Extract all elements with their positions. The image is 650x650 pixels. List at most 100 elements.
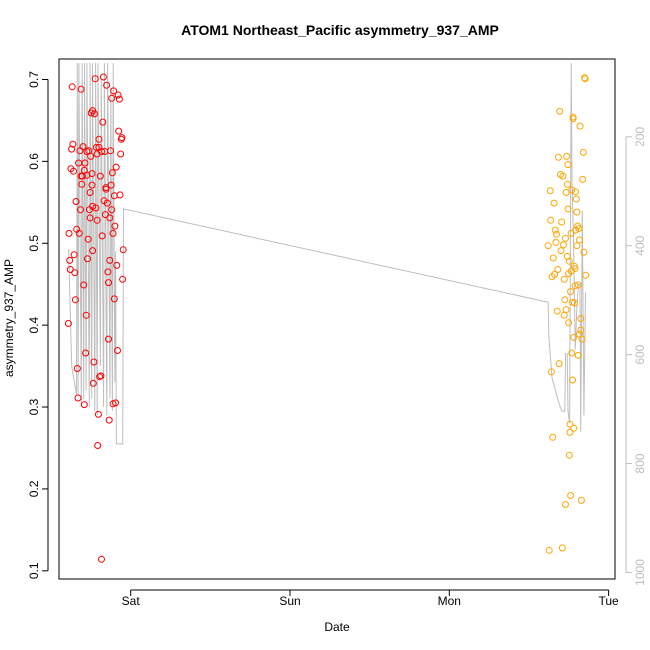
orange-data-point — [560, 241, 567, 249]
x-tick-label: Sun — [279, 594, 300, 608]
orange-data-point — [565, 257, 573, 265]
red-data-point — [70, 251, 78, 259]
red-data-point — [96, 172, 104, 180]
y-tick-label: 0.2 — [27, 480, 41, 497]
red-data-point — [110, 87, 118, 95]
orange-data-point — [562, 189, 570, 196]
orange-data-point — [566, 420, 574, 428]
orange-data-point — [570, 424, 578, 432]
red-data-point — [86, 214, 94, 222]
orange-data-point — [553, 230, 560, 238]
red-data-point — [80, 166, 88, 174]
orange-data-point — [562, 306, 570, 314]
orange-data-point — [567, 229, 575, 237]
red-data-point — [119, 275, 127, 283]
red-data-point — [82, 311, 90, 319]
red-data-point — [115, 127, 123, 135]
orange-data-point — [576, 122, 584, 130]
red-data-point — [117, 150, 125, 158]
red-data-point — [82, 349, 90, 357]
red-data-point — [86, 189, 94, 196]
red-data-point — [111, 222, 119, 230]
red-data-point — [71, 269, 79, 277]
orange-data-point — [565, 270, 573, 278]
red-data-point — [77, 172, 85, 180]
red-data-point — [112, 163, 120, 171]
orange-data-point — [570, 299, 578, 307]
red-data-point — [98, 555, 105, 563]
orange-data-point — [571, 282, 579, 290]
orange-data-point — [550, 199, 558, 207]
red-data-point — [108, 94, 116, 102]
orange-data-point — [566, 428, 574, 436]
red-data-point — [114, 347, 121, 354]
red-data-point — [78, 180, 86, 188]
red-data-point — [81, 159, 89, 167]
y-tick-label: 0.1 — [27, 562, 41, 579]
red-data-point — [101, 211, 109, 219]
red-data-point — [80, 401, 88, 409]
red-data-point — [68, 83, 76, 91]
orange-data-point — [569, 113, 577, 121]
red-data-point — [65, 229, 73, 237]
red-data-point — [83, 148, 91, 155]
orange-data-point — [577, 496, 585, 504]
orange-data-point — [576, 236, 583, 244]
red-data-point — [107, 147, 114, 155]
red-data-point — [69, 140, 77, 148]
red-data-point — [88, 170, 96, 178]
orange-data-point — [544, 242, 552, 250]
plot-area-box — [58, 58, 616, 580]
red-data-point — [89, 202, 97, 210]
orange-data-point — [565, 319, 573, 327]
red-data-point — [92, 143, 100, 151]
red-data-point — [73, 365, 81, 372]
y-tick-label: 0.6 — [27, 153, 41, 170]
orange-data-point — [577, 315, 585, 323]
red-data-point — [89, 247, 97, 255]
y-tick-label: 0.4 — [27, 316, 41, 333]
orange-data-point — [581, 75, 589, 83]
y2-tick-label: 1000 — [633, 559, 647, 586]
red-data-point — [71, 296, 79, 304]
orange-data-point — [567, 288, 575, 296]
orange-data-point — [570, 262, 578, 270]
red-data-point — [68, 145, 76, 153]
red-data-point — [108, 206, 116, 214]
orange-data-point — [554, 153, 562, 161]
orange-data-point — [563, 180, 571, 188]
red-data-point — [66, 266, 74, 273]
orange-data-point — [560, 311, 568, 319]
x-axis-label: Date — [324, 620, 350, 634]
red-data-point — [77, 85, 85, 93]
x-tick-label: Mon — [438, 594, 461, 608]
red-data-point — [94, 410, 102, 418]
orange-data-point — [552, 238, 560, 246]
red-data-point — [94, 442, 102, 449]
red-data-point — [103, 81, 111, 89]
red-data-point — [104, 268, 112, 276]
orange-data-point — [570, 333, 578, 341]
red-data-point — [70, 167, 77, 175]
x-tick-label: Sat — [122, 594, 141, 608]
orange-data-point — [582, 271, 590, 279]
series-line — [68, 63, 586, 445]
orange-data-point — [553, 307, 561, 315]
red-data-point — [114, 91, 122, 99]
orange-data-point — [555, 360, 563, 368]
red-data-point — [91, 75, 99, 83]
red-data-point — [106, 214, 114, 222]
y2-tick-label: 200 — [633, 127, 647, 147]
orange-data-point — [579, 148, 587, 156]
x-axis: Sat Sun Mon Tue — [122, 589, 619, 608]
orange-data-point — [562, 501, 569, 508]
orange-data-point — [574, 351, 582, 359]
red-data-point — [88, 181, 96, 189]
red-data-point — [109, 229, 117, 237]
orange-data-point — [549, 254, 557, 262]
y2-tick-label: 400 — [633, 235, 647, 255]
orange-data-point — [565, 451, 573, 459]
orange-data-point — [573, 242, 581, 250]
orange-data-point — [569, 376, 576, 384]
orange-data-point — [545, 546, 553, 554]
